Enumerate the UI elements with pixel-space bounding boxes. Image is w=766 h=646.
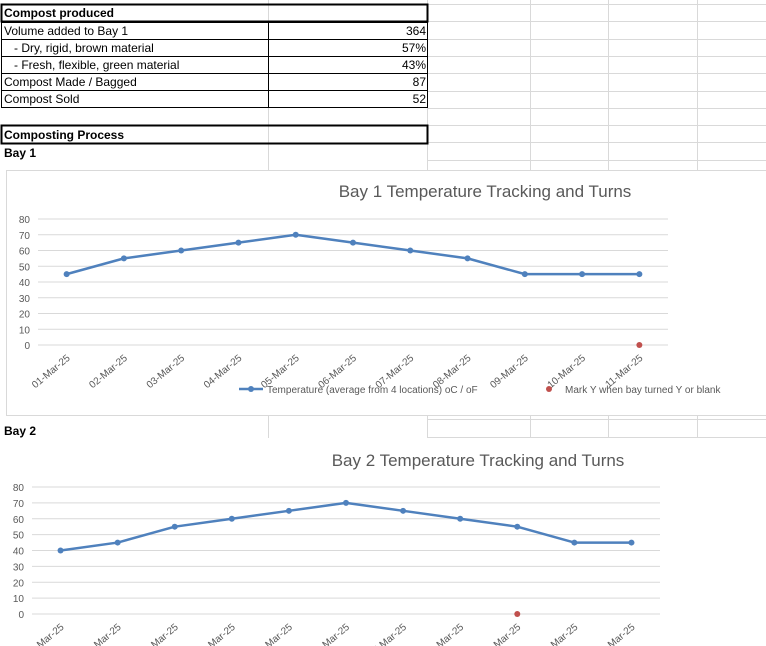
y-tick-label: 20 [19, 310, 31, 321]
bay1-label: Bay 1 [4, 146, 37, 160]
y-tick-label: 10 [13, 594, 25, 605]
data-point [464, 255, 471, 262]
y-tick-label: 80 [19, 215, 31, 226]
data-point [235, 239, 242, 246]
process-header: Composting Process [4, 128, 125, 142]
chart-area [0, 438, 766, 646]
y-tick-label: 10 [19, 325, 31, 336]
data-point [178, 247, 185, 254]
summary-row-value: 52 [412, 92, 426, 106]
data-point [571, 539, 578, 546]
data-point [120, 255, 127, 262]
y-tick-label: 80 [13, 483, 25, 494]
y-tick-label: 30 [19, 294, 31, 305]
bay2-chart[interactable]: Bay 2 Temperature Tracking and Turns 0 10… [0, 438, 766, 646]
y-tick-label: 50 [19, 262, 31, 273]
data-point [285, 507, 292, 514]
data-point [636, 271, 643, 278]
summary-row-label: - Fresh, flexible, green material [4, 58, 180, 72]
summary-header: Compost produced [4, 6, 114, 20]
y-tick-label: 20 [13, 578, 25, 589]
data-point [228, 515, 235, 522]
y-tick-label: 30 [13, 562, 25, 573]
summary-row-label: - Dry, rigid, brown material [4, 41, 154, 55]
bay2-chart-svg: Bay 2 Temperature Tracking and Turns 0 10… [0, 438, 766, 646]
turn-marker-point [514, 611, 521, 617]
data-point [57, 547, 64, 554]
data-point [343, 499, 349, 506]
data-point [114, 539, 121, 546]
legend-swatch-marker [248, 386, 254, 392]
chart-area [6, 170, 766, 416]
chart-title: Bay 2 Temperature Tracking and Turns [332, 451, 625, 470]
y-tick-label: 40 [19, 278, 31, 289]
y-tick-label: 70 [19, 231, 31, 242]
data-point [521, 271, 528, 278]
summary-row-value: 43% [401, 58, 426, 72]
data-point [350, 239, 356, 246]
data-point [171, 523, 178, 530]
legend-label: Mark Y when bay turned Y or blank [565, 385, 721, 396]
data-point [514, 523, 521, 530]
data-point [457, 515, 464, 522]
data-point [400, 507, 407, 514]
y-tick-label: 70 [13, 499, 25, 510]
summary-row-value: 87 [412, 75, 426, 89]
summary-row-label: Compost Sold [4, 92, 80, 106]
data-point [63, 271, 70, 278]
data-point [628, 539, 635, 546]
bay1-chart[interactable]: Bay 1 Temperature Tracking and Turns 0 10… [0, 170, 766, 420]
bay2-label: Bay 2 [4, 424, 37, 438]
data-point [292, 231, 299, 238]
y-tick-label: 60 [19, 247, 31, 258]
summary-row-value: 57% [401, 41, 426, 55]
data-point [579, 271, 586, 278]
y-tick-label: 50 [13, 531, 25, 542]
y-tick-label: 40 [13, 547, 25, 558]
legend-label: Temperature (average from 4 locations) o… [267, 385, 478, 396]
y-tick-label: 0 [24, 341, 30, 352]
legend-swatch-marker [546, 386, 552, 392]
bay1-chart-svg: Bay 1 Temperature Tracking and Turns 0 10… [6, 170, 766, 416]
summary-row-value: 364 [405, 24, 426, 38]
summary-row-label: Compost Made / Bagged [4, 75, 137, 89]
turn-marker-point [636, 342, 643, 348]
summary-row-label: Volume added to Bay 1 [4, 24, 129, 38]
y-tick-label: 0 [18, 610, 24, 621]
data-point [407, 247, 414, 254]
chart-title: Bay 1 Temperature Tracking and Turns [339, 182, 632, 201]
y-tick-label: 60 [13, 515, 25, 526]
